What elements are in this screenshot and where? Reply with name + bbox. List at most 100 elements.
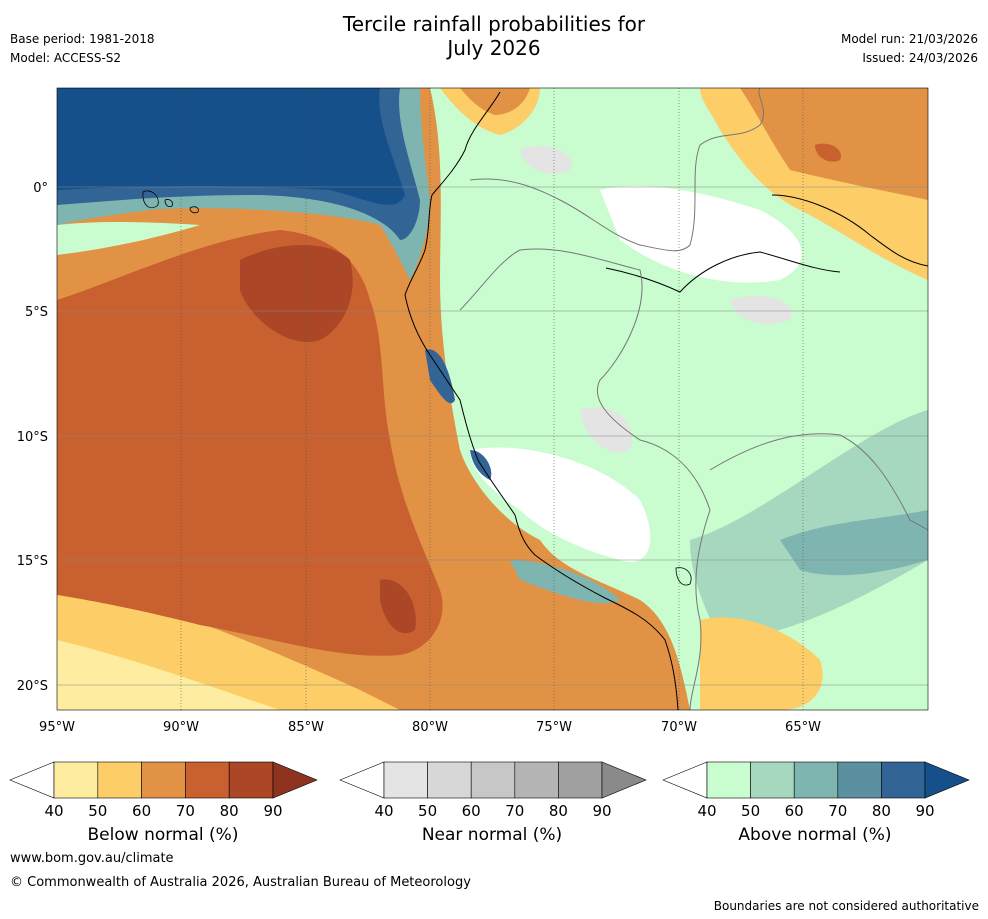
colorbar-tick-label: 70 — [828, 802, 847, 820]
near-normal-patch-3 — [730, 296, 792, 324]
colorbar-segment — [427, 761, 472, 799]
colorbar-segment — [185, 761, 230, 799]
lat-tick-20s: 20°S — [17, 679, 48, 694]
title-line-2: July 2026 — [447, 36, 541, 60]
colorbar-tick-label: 50 — [741, 802, 760, 820]
above-normal-50-land — [690, 410, 928, 640]
above-normal-40-band — [57, 221, 200, 255]
lon-tick-85w: 85°W — [288, 720, 324, 735]
colorbar-extend-high — [272, 761, 318, 799]
colorbar-tick-label: 80 — [549, 802, 568, 820]
footer-note: Boundaries are not considered authoritat… — [713, 899, 979, 913]
colorbar-extend-low — [9, 761, 55, 799]
colorbar-segment — [837, 761, 882, 799]
below-normal-70-region — [57, 230, 443, 656]
model-name: Model: ACCESS-S2 — [10, 51, 122, 65]
below-normal-60-northeast — [740, 88, 928, 200]
colorbar-segment — [558, 761, 603, 799]
galapagos-island-3 — [189, 206, 199, 214]
colorbar-segment — [706, 761, 751, 799]
colorbar-extend-low — [662, 761, 708, 799]
below-normal-70-northeast — [815, 143, 841, 162]
colorbar-tick-label: 90 — [592, 802, 611, 820]
lat-tick-0: 0° — [33, 181, 48, 196]
country-border-south — [459, 248, 711, 710]
colorbar-segment — [793, 761, 839, 799]
base-period: Base period: 1981-2018 — [10, 32, 155, 46]
colorbar-tick-label: 60 — [785, 802, 804, 820]
lake-titicaca — [675, 567, 692, 586]
above-normal-60-land — [780, 510, 928, 576]
colorbar-tick-label: 70 — [505, 802, 524, 820]
colorbar-segment — [383, 761, 428, 799]
map-title: Tercile rainfall probabilities for July … — [0, 12, 988, 60]
below-normal-80-region-south — [380, 579, 416, 634]
colorbar-tick-label: 60 — [462, 802, 481, 820]
colorbar-tick-label: 80 — [220, 802, 239, 820]
colorbar-tick-label: 50 — [88, 802, 107, 820]
longitude-ticks: 95°W 90°W 85°W 80°W 75°W 70°W 65°W — [39, 720, 821, 735]
lon-tick-80w: 80°W — [412, 720, 448, 735]
colorbar-label-above: Above normal (%) — [738, 825, 892, 845]
map-frame — [56, 87, 929, 711]
colorbar-segment — [228, 761, 274, 799]
above-normal-80-coast-streak — [425, 349, 455, 404]
above-normal-90-region — [57, 88, 405, 205]
colorbar-tick-label: 50 — [418, 802, 437, 820]
colorbar-extend-low — [339, 761, 385, 799]
below-normal-40-region — [57, 640, 280, 710]
coastline — [404, 91, 679, 710]
colorbar-segment — [881, 761, 926, 799]
river-branch — [605, 251, 841, 293]
title-line-1: Tercile rainfall probabilities for — [342, 12, 646, 36]
colorbar-segment — [470, 761, 516, 799]
lon-tick-70w: 70°W — [661, 720, 697, 735]
neutral-interior — [470, 447, 651, 562]
lon-tick-75w: 75°W — [536, 720, 572, 735]
parallels — [57, 186, 928, 686]
colorbar-tick-label: 60 — [132, 802, 151, 820]
colorbar-above-normal: 40 50 60 70 80 90 — [662, 761, 970, 820]
near-normal-patch-2 — [580, 407, 632, 453]
colorbar-segment — [750, 761, 795, 799]
near-normal-patch-1 — [520, 146, 572, 174]
colorbar-segment — [141, 761, 186, 799]
colorbar-tick-label: 40 — [44, 802, 63, 820]
lon-tick-90w: 90°W — [163, 720, 199, 735]
amazon-river — [771, 194, 928, 267]
lat-tick-15s: 15°S — [17, 554, 48, 569]
footer-copyright: © Commonwealth of Australia 2026, Austra… — [10, 875, 471, 890]
colorbar-tick-label: 70 — [176, 802, 195, 820]
colorbar-near-normal: 40 50 60 70 80 90 — [339, 761, 647, 820]
lat-tick-5s: 5°S — [25, 305, 48, 320]
colorbar-tick-label: 90 — [915, 802, 934, 820]
below-normal-50-south-land — [700, 617, 823, 710]
latitude-ticks: 0° 5°S 10°S 15°S 20°S — [17, 181, 48, 694]
colorbar-label-near: Near normal (%) — [421, 825, 563, 845]
colorbar-extend-high — [924, 761, 970, 799]
model-run: Model run: 21/03/2026 — [840, 32, 978, 46]
lon-tick-65w: 65°W — [785, 720, 821, 735]
colorbar-segment — [53, 761, 99, 799]
above-normal-60-coast-streak — [510, 560, 620, 604]
meta-left: Base period: 1981-2018 Model: ACCESS-S2 — [10, 30, 155, 68]
issued-date: Issued: 24/03/2026 — [862, 51, 978, 65]
galapagos-island — [142, 190, 159, 209]
footer-url: www.bom.gov.au/climate — [10, 851, 174, 866]
below-normal-60-north-coast — [460, 88, 530, 115]
colorbar-tick-label: 40 — [697, 802, 716, 820]
colorbar-tick-label: 80 — [872, 802, 891, 820]
meta-right: Model run: 21/03/2026 Issued: 24/03/2026 — [841, 30, 978, 68]
lat-tick-10s: 10°S — [17, 430, 48, 445]
map-area — [57, 88, 928, 710]
colorbar-segment — [514, 761, 559, 799]
colorbar-below-normal: 40 50 60 70 80 90 — [9, 761, 318, 820]
galapagos-island-2 — [164, 199, 173, 208]
country-border-north — [469, 88, 765, 252]
colorbar-segment — [97, 761, 142, 799]
neutral-north — [600, 186, 802, 283]
below-normal-80-region — [240, 245, 353, 342]
colorbar-tick-label: 90 — [263, 802, 282, 820]
colorbar-extend-high — [601, 761, 647, 799]
